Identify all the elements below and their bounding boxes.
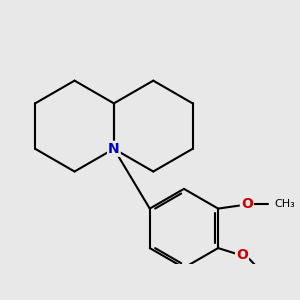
Text: N: N xyxy=(108,142,120,156)
Text: O: O xyxy=(236,248,248,262)
Text: CH₃: CH₃ xyxy=(274,199,295,209)
Text: O: O xyxy=(241,197,253,211)
